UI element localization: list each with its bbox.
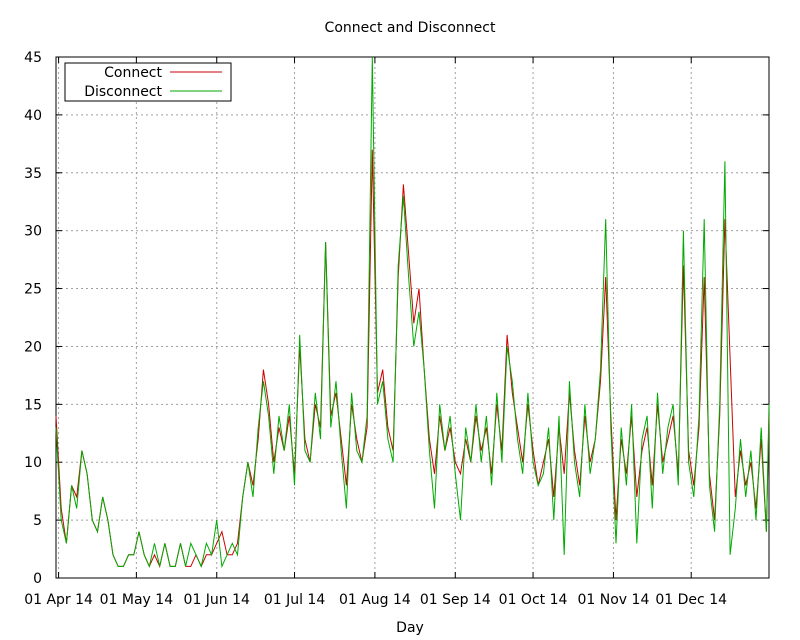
y-tick-label: 30 <box>24 224 42 240</box>
y-tick-label: 15 <box>24 397 42 413</box>
x-tick-label: 01 Jun 14 <box>184 592 250 608</box>
series-line-connect <box>55 149 770 568</box>
y-tick-label: 25 <box>24 282 42 298</box>
y-tick-label: 0 <box>33 571 42 587</box>
legend: Connect Disconnect <box>64 62 232 102</box>
y-tick-label: 5 <box>33 513 42 529</box>
x-axis-label: Day <box>396 620 424 636</box>
x-tick-label: 01 Sep 14 <box>420 592 491 608</box>
chart-title: Connect and Disconnect <box>325 20 496 36</box>
y-tick-label: 20 <box>24 339 42 355</box>
x-tick-label: 01 Aug 14 <box>339 592 411 608</box>
x-tick-label: 01 Nov 14 <box>578 592 650 608</box>
y-tick-label: 10 <box>24 455 42 471</box>
legend-label-connect: Connect <box>104 65 162 81</box>
y-tick-label: 35 <box>24 166 42 182</box>
series-line-disconnect <box>55 56 770 569</box>
legend-box <box>64 62 232 102</box>
legend-label-disconnect: Disconnect <box>84 84 162 100</box>
x-tick-label: 01 May 14 <box>100 592 174 608</box>
x-tick-label: 01 Apr 14 <box>24 592 93 608</box>
series-group <box>55 56 770 569</box>
grid-lines <box>56 57 769 578</box>
plot-area-border <box>55 56 770 579</box>
y-tick-label: 45 <box>24 50 42 66</box>
x-tick-label: 01 Oct 14 <box>499 592 568 608</box>
x-tick-label: 01 Dec 14 <box>655 592 727 608</box>
x-tick-label: 01 Jul 14 <box>264 592 326 608</box>
axis-ticks: 0 5 10 15 20 25 30 35 40 45 01 Apr 14 01 May 14 01 J… <box>24 50 769 608</box>
y-tick-label: 40 <box>24 108 42 124</box>
